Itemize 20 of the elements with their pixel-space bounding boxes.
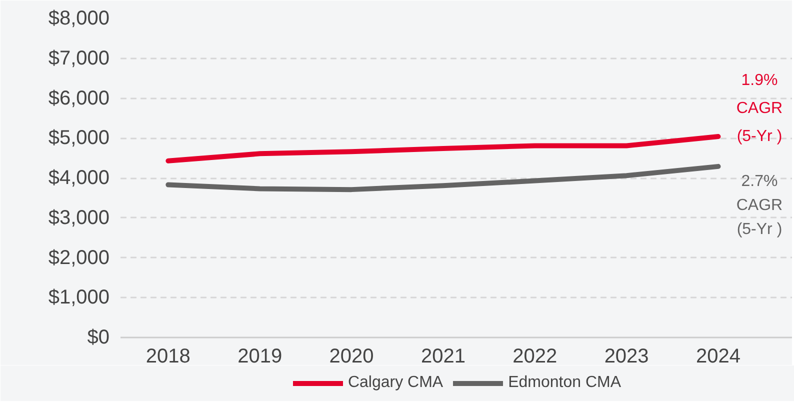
y-tick-label: $3,000 [48,206,110,229]
y-tick-label: $4,000 [48,167,110,189]
x-tick-label: 2023 [604,346,649,368]
y-tick-label: $7,000 [48,47,110,70]
y-tick-label: $8,000 [48,8,110,30]
x-tick-label: 2024 [696,346,740,368]
annotation: 2.7% CAGR (5-Yr ) [736,172,783,238]
x-tick-label: 2020 [329,346,374,368]
legend-label: Calgary CMA [348,374,444,392]
y-tick-label: $2,000 [48,246,110,269]
y-tick-label: $5,000 [48,127,110,150]
x-tick-label: 2021 [420,346,466,368]
y-tick-label: $0 [87,326,110,348]
y-tick-label: $1,000 [48,286,110,309]
x-tick-label: 2022 [512,346,558,368]
legend-label: Edmonton CMA [508,374,622,392]
annotation: 1.9% CAGR (5-Yr ) [736,72,783,146]
x-tick-label: 2018 [146,346,190,368]
x-tick-label: 2019 [238,346,282,368]
y-tick-label: $6,000 [48,87,110,110]
